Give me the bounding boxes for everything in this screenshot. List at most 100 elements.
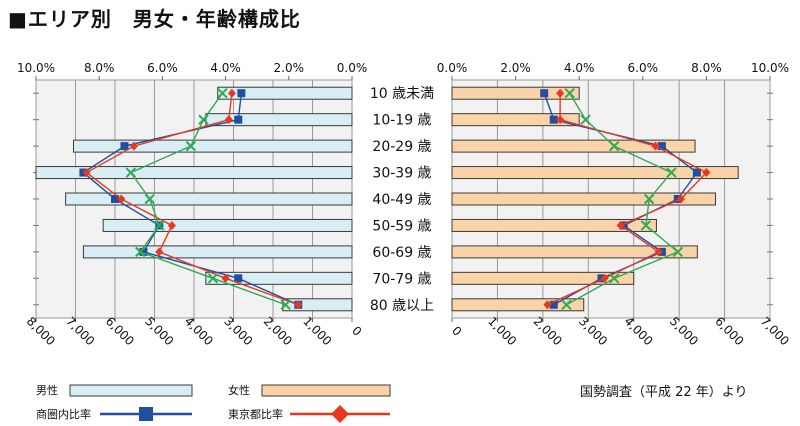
female-diamond-marker — [616, 220, 625, 230]
male-count-tick-label: 2,000 — [261, 314, 295, 348]
female-count-tick-label: 6,000 — [712, 314, 746, 348]
female-pct-tick-label: 4.0% — [564, 61, 595, 75]
female-square-marker — [657, 142, 666, 151]
male-bar — [73, 139, 353, 153]
female-x-marker — [672, 246, 683, 258]
male-diamond-marker — [294, 300, 303, 310]
female-x-marker — [580, 114, 591, 125]
male-x-marker — [154, 220, 165, 231]
female-bar — [451, 192, 716, 206]
female-pct-tick-label: 0.0% — [437, 61, 468, 75]
male-pct-tick-label: 0.0% — [337, 61, 368, 75]
male-pct-tick-label: 10.0% — [17, 61, 55, 75]
age-category-label: 80 歳以上 — [370, 298, 434, 314]
male-bar — [205, 113, 353, 127]
male-bar — [102, 218, 353, 232]
female-count-tick-label: 1,000 — [485, 314, 519, 348]
female-diamond-marker — [651, 141, 660, 151]
female-x-marker — [643, 193, 655, 205]
legend-line1-label: 商圏内比率 — [36, 407, 91, 421]
female-bar — [451, 113, 580, 127]
male-pct-tick-label: 4.0% — [210, 61, 241, 75]
male-pct-tick-label: 6.0% — [147, 61, 178, 75]
female-x-marker — [640, 220, 652, 231]
female-bar — [451, 166, 739, 180]
male-square-marker — [237, 89, 246, 98]
male-panel: 8,000 7,000 6,000 5,000 4,000 3,000 2,000 1,000… — [17, 61, 367, 348]
legend-male-swatch — [69, 384, 193, 397]
female-count-tick-label: 5,000 — [667, 314, 701, 348]
male-count-tick-label: 6,000 — [103, 314, 137, 348]
male-x-marker — [217, 88, 228, 99]
age-category-label: 50-59 歳 — [372, 218, 431, 234]
age-category-labels: 10 歳未満 10-19 歳 20-29 歳 30-39 歳 40-49 歳 50-59 … — [370, 86, 434, 314]
male-bar — [35, 166, 353, 180]
female-pct-tick-label: 2.0% — [500, 61, 531, 75]
male-pct-tick-label: 8.0% — [84, 61, 115, 75]
male-bar — [205, 271, 353, 285]
female-x-marker — [561, 299, 572, 310]
male-x-marker — [280, 299, 291, 310]
female-bar — [451, 218, 657, 232]
female-panel: 0 1,000 2,000 3,000 4,000 5,000 6,000 7,000 0.0%… — [437, 61, 792, 348]
female-pct-tick-label: 10.0% — [751, 61, 789, 75]
female-square-marker — [549, 300, 558, 309]
age-category-label: 60-69 歳 — [372, 245, 431, 261]
male-bar — [282, 298, 353, 312]
male-square-marker — [234, 115, 243, 124]
female-count-tick-label: 2,000 — [531, 314, 565, 348]
female-bar — [451, 245, 698, 259]
page-title: ■エリア別 男女・年齢構成比 — [8, 7, 301, 31]
female-bar — [451, 139, 696, 153]
legend-line2-label: 東京都比率 — [228, 407, 283, 421]
female-diamond-marker — [543, 300, 552, 310]
female-count-tick-label: 3,000 — [576, 314, 610, 348]
male-x-marker — [144, 193, 155, 205]
female-x-marker — [564, 88, 575, 99]
male-count-tick-label: 1,000 — [300, 314, 334, 348]
male-diamond-marker — [155, 247, 164, 257]
age-category-label: 20-29 歳 — [372, 139, 431, 155]
male-count-tick-label: 0 — [349, 324, 364, 339]
male-diamond-marker — [167, 220, 176, 230]
age-category-label: 70-79 歳 — [372, 271, 431, 287]
female-pct-tick-label: 8.0% — [691, 61, 722, 75]
male-bar — [217, 86, 353, 100]
female-count-tick-label: 0 — [449, 324, 464, 339]
male-x-marker — [207, 273, 219, 284]
source-note: 国勢調査（平成 22 年）より — [580, 385, 748, 400]
male-x-marker — [135, 246, 146, 258]
female-diamond-marker — [676, 194, 685, 204]
female-pct-tick-label: 6.0% — [628, 61, 659, 75]
female-diamond-marker — [702, 168, 711, 178]
male-square-marker — [111, 195, 119, 203]
male-count-tick-label: 3,000 — [221, 314, 255, 348]
age-category-label: 40-49 歳 — [372, 192, 431, 208]
female-diamond-marker — [556, 88, 565, 98]
female-x-marker — [608, 273, 620, 284]
female-count-tick-label: 4,000 — [621, 314, 655, 348]
legend-female-label: 女性 — [228, 383, 250, 397]
male-diamond-marker — [221, 273, 230, 283]
female-bar — [451, 298, 585, 312]
male-pct-tick-label: 2.0% — [274, 61, 305, 75]
male-count-tick-label: 7,000 — [63, 314, 97, 348]
legend-female-swatch — [261, 384, 391, 397]
male-square-marker — [234, 274, 243, 283]
age-category-label: 30-39 歳 — [372, 166, 431, 182]
male-count-tick-label: 5,000 — [142, 314, 176, 348]
female-x-marker — [608, 140, 620, 152]
age-category-label: 10-19 歳 — [372, 113, 431, 129]
female-x-marker — [666, 167, 677, 178]
male-diamond-marker — [129, 141, 138, 151]
male-square-marker — [139, 247, 148, 256]
female-square-marker — [692, 168, 701, 177]
female-square-marker — [540, 89, 549, 98]
male-diamond-marker — [117, 194, 126, 204]
legend-diamond-marker — [331, 405, 349, 423]
male-x-marker — [198, 114, 209, 125]
male-x-marker — [185, 140, 197, 152]
female-bar — [451, 271, 635, 285]
male-count-tick-label: 8,000 — [24, 314, 58, 348]
